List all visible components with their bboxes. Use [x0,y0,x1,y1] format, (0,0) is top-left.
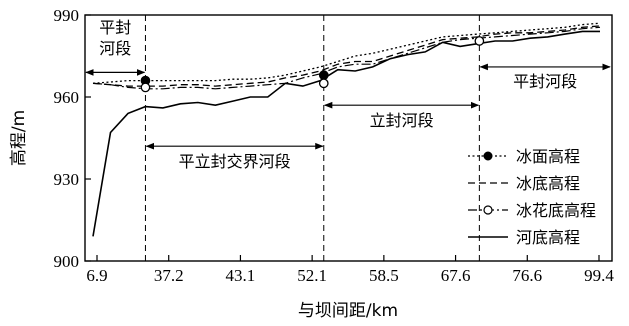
legend-marker [483,205,493,215]
annotation-label: 平封 [99,18,131,37]
series-line-2 [92,26,601,90]
series-line-1 [92,25,601,87]
annotation-label: 平立封交界河段 [179,152,291,171]
x-tick-label: 67.6 [441,266,471,285]
series-line-3 [92,30,600,237]
legend-label: 冰底高程 [516,174,580,193]
annotation-label: 平封河段 [513,72,577,91]
x-tick-label: 52.1 [297,266,327,285]
x-tick-label: 43.1 [226,266,256,285]
x-tick-label: 76.6 [512,266,542,285]
x-axis-title: 与坝间距/km [298,301,398,321]
x-tick-label: 6.9 [86,266,107,285]
frazil-bottom-marker [318,78,329,89]
frazil-bottom-marker [474,36,485,46]
frazil-bottom-marker [140,82,151,93]
y-tick-label: 900 [54,252,80,271]
legend-label: 冰花底高程 [516,201,596,220]
plot-frame [84,14,613,262]
legend-label: 冰面高程 [516,147,580,166]
x-tick-label: 58.5 [369,266,399,285]
ice-surface-marker [318,70,329,80]
annotation-label: 立封河段 [370,111,434,130]
y-axis-title: 高程/m [9,110,29,166]
legend-label: 河底高程 [516,228,580,247]
series-line-0 [92,22,601,84]
x-tick-label: 37.2 [154,266,184,285]
y-tick-label: 930 [54,170,80,189]
y-tick-label: 960 [54,88,80,107]
annotation-label: 河段 [99,39,131,58]
legend-marker [483,151,493,161]
x-tick-label: 99.4 [584,266,614,285]
y-tick-label: 990 [54,6,80,25]
